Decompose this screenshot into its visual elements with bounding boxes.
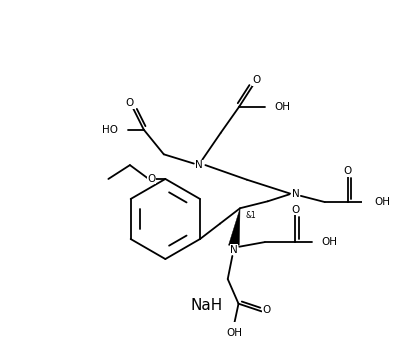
Text: OH: OH bbox=[226, 328, 242, 338]
Text: O: O bbox=[344, 166, 352, 176]
Text: O: O bbox=[147, 174, 156, 184]
Polygon shape bbox=[229, 208, 240, 245]
Text: N: N bbox=[292, 189, 299, 199]
Text: O: O bbox=[262, 305, 270, 315]
Text: HO: HO bbox=[102, 125, 118, 135]
Text: O: O bbox=[126, 98, 134, 109]
Text: OH: OH bbox=[374, 197, 390, 207]
Text: N: N bbox=[195, 160, 203, 170]
Text: O: O bbox=[252, 75, 260, 85]
Text: O: O bbox=[291, 205, 299, 215]
Text: N: N bbox=[230, 245, 238, 255]
Text: OH: OH bbox=[275, 102, 291, 111]
Text: &1: &1 bbox=[245, 211, 256, 219]
Text: NaH: NaH bbox=[190, 298, 222, 313]
Text: OH: OH bbox=[322, 237, 338, 247]
